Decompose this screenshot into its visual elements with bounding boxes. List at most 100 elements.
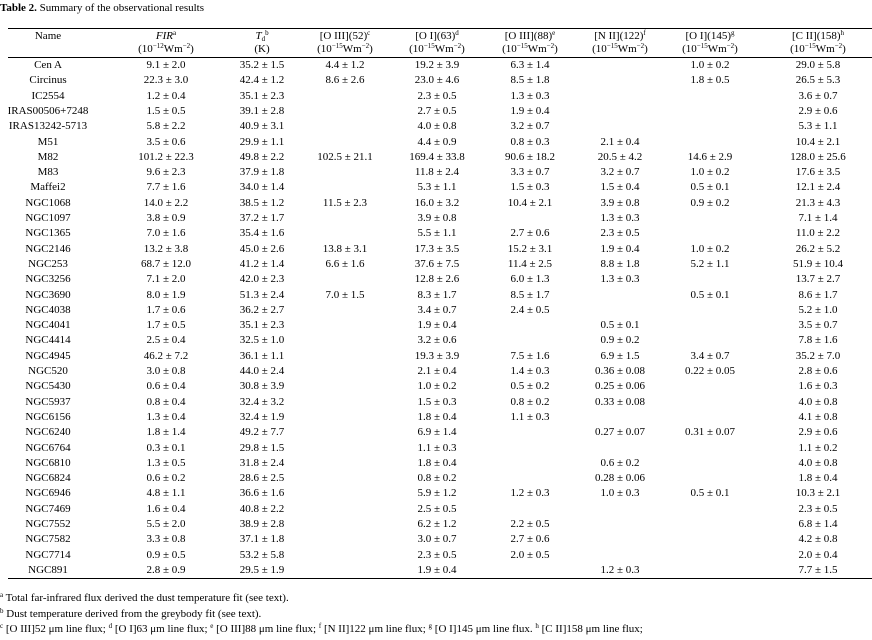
table-cell: 5.3 ± 1.1 <box>798 120 838 133</box>
text-segment: [O I]63 μm line flux; <box>112 623 211 635</box>
row-name: IRAS13242-5713 <box>8 120 88 133</box>
text-segment: ) <box>644 43 648 55</box>
table-cell: 3.3 ± 0.7 <box>510 166 550 179</box>
table-cell: 49.8 ± 2.2 <box>239 150 285 163</box>
table-cell: 9.1 ± 2.0 <box>146 59 186 71</box>
table-cell: 1.2 ± 0.3 <box>510 487 550 500</box>
table-cell: 2.4 ± 0.5 <box>510 303 550 316</box>
table-cell: 1.1 ± 0.3 <box>417 441 457 454</box>
text-segment: c <box>367 29 371 37</box>
text-segment: −15 <box>516 42 528 50</box>
text-segment: ) <box>461 43 465 55</box>
table-cell: 3.6 ± 0.7 <box>798 89 838 102</box>
table-cell: 34.0 ± 1.4 <box>239 181 285 194</box>
table-cell: 20.5 ± 4.2 <box>597 150 643 163</box>
text-segment: f <box>643 29 646 37</box>
text-segment: h <box>535 622 539 630</box>
table-cell: 12.1 ± 2.4 <box>795 181 841 194</box>
table-cell: 1.9 ± 0.4 <box>417 319 457 332</box>
table-cell: 31.8 ± 2.4 <box>239 456 285 469</box>
row-name: NGC253 <box>28 257 68 270</box>
text-segment: (K) <box>254 43 270 55</box>
text-segment: −2 <box>834 42 843 50</box>
text-segment: −2 <box>453 42 462 50</box>
text-segment: −15 <box>423 42 435 50</box>
table-cell: 38.9 ± 2.8 <box>239 518 285 530</box>
text-segment: b <box>0 606 4 615</box>
table-cell: 0.8 ± 0.2 <box>417 472 457 485</box>
table-cell: 32.5 ± 1.0 <box>239 334 285 347</box>
text-segment: −15 <box>606 42 618 50</box>
table-cell: 6.8 ± 1.4 <box>798 518 838 530</box>
text-segment: e <box>210 622 214 630</box>
table-cell: 6.6 ± 1.6 <box>325 257 365 270</box>
text-segment: b <box>265 29 269 37</box>
table-cell: 36.2 ± 2.7 <box>239 303 285 316</box>
column-unit: (10−12Wm−2) <box>138 43 194 56</box>
table-cell: 1.7 ± 0.5 <box>146 319 186 332</box>
text-segment: [C II]158 μm line flux; <box>538 623 643 635</box>
table-cell: 9.6 ± 2.3 <box>146 166 186 179</box>
table-cell: 13.7 ± 2.7 <box>795 273 841 286</box>
row-name: NGC6240 <box>25 426 71 439</box>
table-cell: 8.5 ± 1.8 <box>510 74 550 87</box>
table-cell: 1.8 ± 0.4 <box>798 472 838 485</box>
table-cell: 1.2 ± 0.3 <box>600 563 640 576</box>
table-cell: 2.8 ± 0.9 <box>146 563 186 576</box>
table-cell: 2.3 ± 0.5 <box>600 227 640 240</box>
row-name: NGC5430 <box>25 380 71 393</box>
table-cell: 4.4 ± 1.2 <box>325 59 365 71</box>
text-segment: ) <box>734 43 738 55</box>
table-cell: 7.5 ± 1.6 <box>510 349 550 362</box>
table-cell: 2.0 ± 0.4 <box>798 548 838 561</box>
table-cell: 1.9 ± 0.4 <box>600 242 640 255</box>
table-cell: 7.7 ± 1.6 <box>146 181 186 194</box>
text-segment: (10 <box>592 43 607 55</box>
table-cell: 1.5 ± 0.4 <box>600 181 640 194</box>
row-name: NGC6946 <box>25 487 71 500</box>
table-cell: 1.6 ± 0.3 <box>798 380 838 393</box>
table-cell: 12.8 ± 2.6 <box>414 273 460 286</box>
text-segment: h <box>840 29 845 37</box>
table-cell: 5.2 ± 1.0 <box>798 303 838 316</box>
table-cell: 1.8 ± 0.4 <box>417 410 457 423</box>
table-cell: 17.6 ± 3.5 <box>795 166 841 179</box>
table-cell: 3.0 ± 0.8 <box>146 365 186 377</box>
column-unit: (10−15Wm−2) <box>790 42 846 56</box>
table-cell: 36.6 ± 1.6 <box>239 487 285 500</box>
table-cell: 1.3 ± 0.5 <box>146 456 186 469</box>
table-cell: 5.3 ± 1.1 <box>417 181 457 194</box>
table-cell: 1.3 ± 0.3 <box>600 212 640 224</box>
table-cell: 4.4 ± 0.9 <box>417 135 457 148</box>
table-cell: 1.8 ± 0.4 <box>417 456 457 469</box>
text-segment: (10 <box>682 43 697 55</box>
row-name: NGC520 <box>28 365 68 377</box>
row-name: M83 <box>37 166 59 179</box>
text-segment: g <box>731 29 735 37</box>
text-segment: (10 <box>409 43 424 55</box>
row-name: NGC6156 <box>25 410 71 423</box>
column-header: [N II](122)f <box>594 29 646 43</box>
table-cell: 16.0 ± 3.2 <box>414 196 460 209</box>
table-cell: 3.4 ± 0.7 <box>417 303 457 316</box>
table-cell: 0.25 ± 0.06 <box>594 380 646 393</box>
row-name: M51 <box>37 135 59 148</box>
text-segment: d <box>261 35 266 43</box>
table-cell: 11.4 ± 2.5 <box>507 257 553 270</box>
table-cell: 2.7 ± 0.6 <box>510 227 550 240</box>
table-cell: 5.2 ± 1.1 <box>690 257 730 270</box>
text-segment: (10 <box>502 43 517 55</box>
table-cell: 1.0 ± 0.2 <box>690 166 730 179</box>
table-cell: 4.1 ± 0.8 <box>798 410 838 423</box>
text-segment: (10 <box>138 43 153 55</box>
table-cell: 1.3 ± 0.3 <box>510 89 550 102</box>
column-unit: (K) <box>254 43 269 55</box>
row-name: NGC3256 <box>25 273 71 286</box>
table-cell: 4.0 ± 0.8 <box>417 120 457 133</box>
table-cell: 37.6 ± 7.5 <box>414 257 460 270</box>
table-cell: 1.9 ± 0.4 <box>417 563 457 576</box>
table-cell: 7.0 ± 1.5 <box>325 288 365 301</box>
column-header: Tdb <box>255 29 269 43</box>
table-cell: 1.9 ± 0.4 <box>510 104 550 117</box>
